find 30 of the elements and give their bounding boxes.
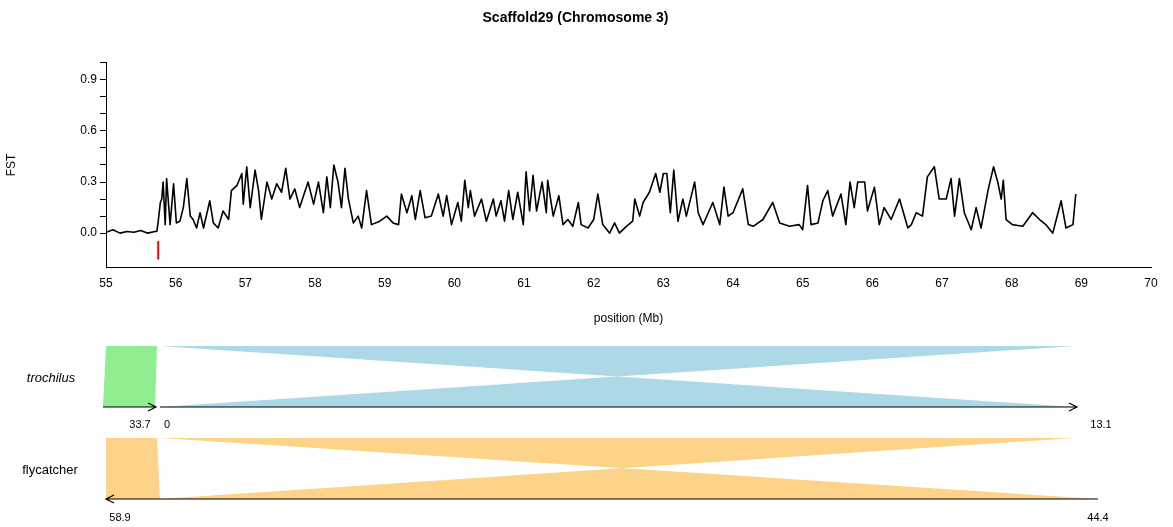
x-tick-label: 67 bbox=[935, 275, 949, 290]
x-tick-label: 64 bbox=[726, 275, 740, 290]
x-tick-label: 66 bbox=[865, 275, 880, 290]
y-tick-label: 0.0 bbox=[80, 225, 98, 240]
x-tick-label: 70 bbox=[1144, 275, 1158, 290]
x-axis-title: position (Mb) bbox=[593, 311, 664, 326]
chart-title: Scaffold29 (Chromosome 3) bbox=[482, 9, 669, 26]
y-tick-label: 0.6 bbox=[80, 123, 98, 138]
text: 13.1 bbox=[1090, 418, 1112, 430]
x-tick-label: 62 bbox=[586, 275, 601, 290]
x-tick-label: 65 bbox=[795, 275, 810, 290]
x-tick-label: 69 bbox=[1074, 275, 1089, 290]
x-tick-label: 57 bbox=[238, 275, 253, 290]
text: 33.7 bbox=[129, 418, 151, 430]
x-tick-label: 58 bbox=[308, 275, 322, 290]
x-tick-label: 56 bbox=[168, 275, 183, 290]
text: 58.9 bbox=[109, 511, 131, 523]
text: 44.4 bbox=[1087, 511, 1109, 523]
x-tick-label: 63 bbox=[656, 275, 671, 290]
x-tick-label: 55 bbox=[99, 275, 113, 290]
text: trochilus bbox=[26, 369, 76, 385]
y-tick-label: 0.3 bbox=[80, 174, 98, 189]
x-tick-label: 61 bbox=[517, 275, 531, 290]
x-tick-label: 68 bbox=[1004, 275, 1019, 290]
text: flycatcher bbox=[22, 461, 78, 477]
y-tick-label: 0.9 bbox=[80, 72, 98, 87]
y-axis-title: FST bbox=[3, 153, 18, 177]
x-tick-label: 60 bbox=[447, 275, 462, 290]
text: 0 bbox=[163, 418, 171, 430]
x-tick-label: 59 bbox=[377, 275, 392, 290]
